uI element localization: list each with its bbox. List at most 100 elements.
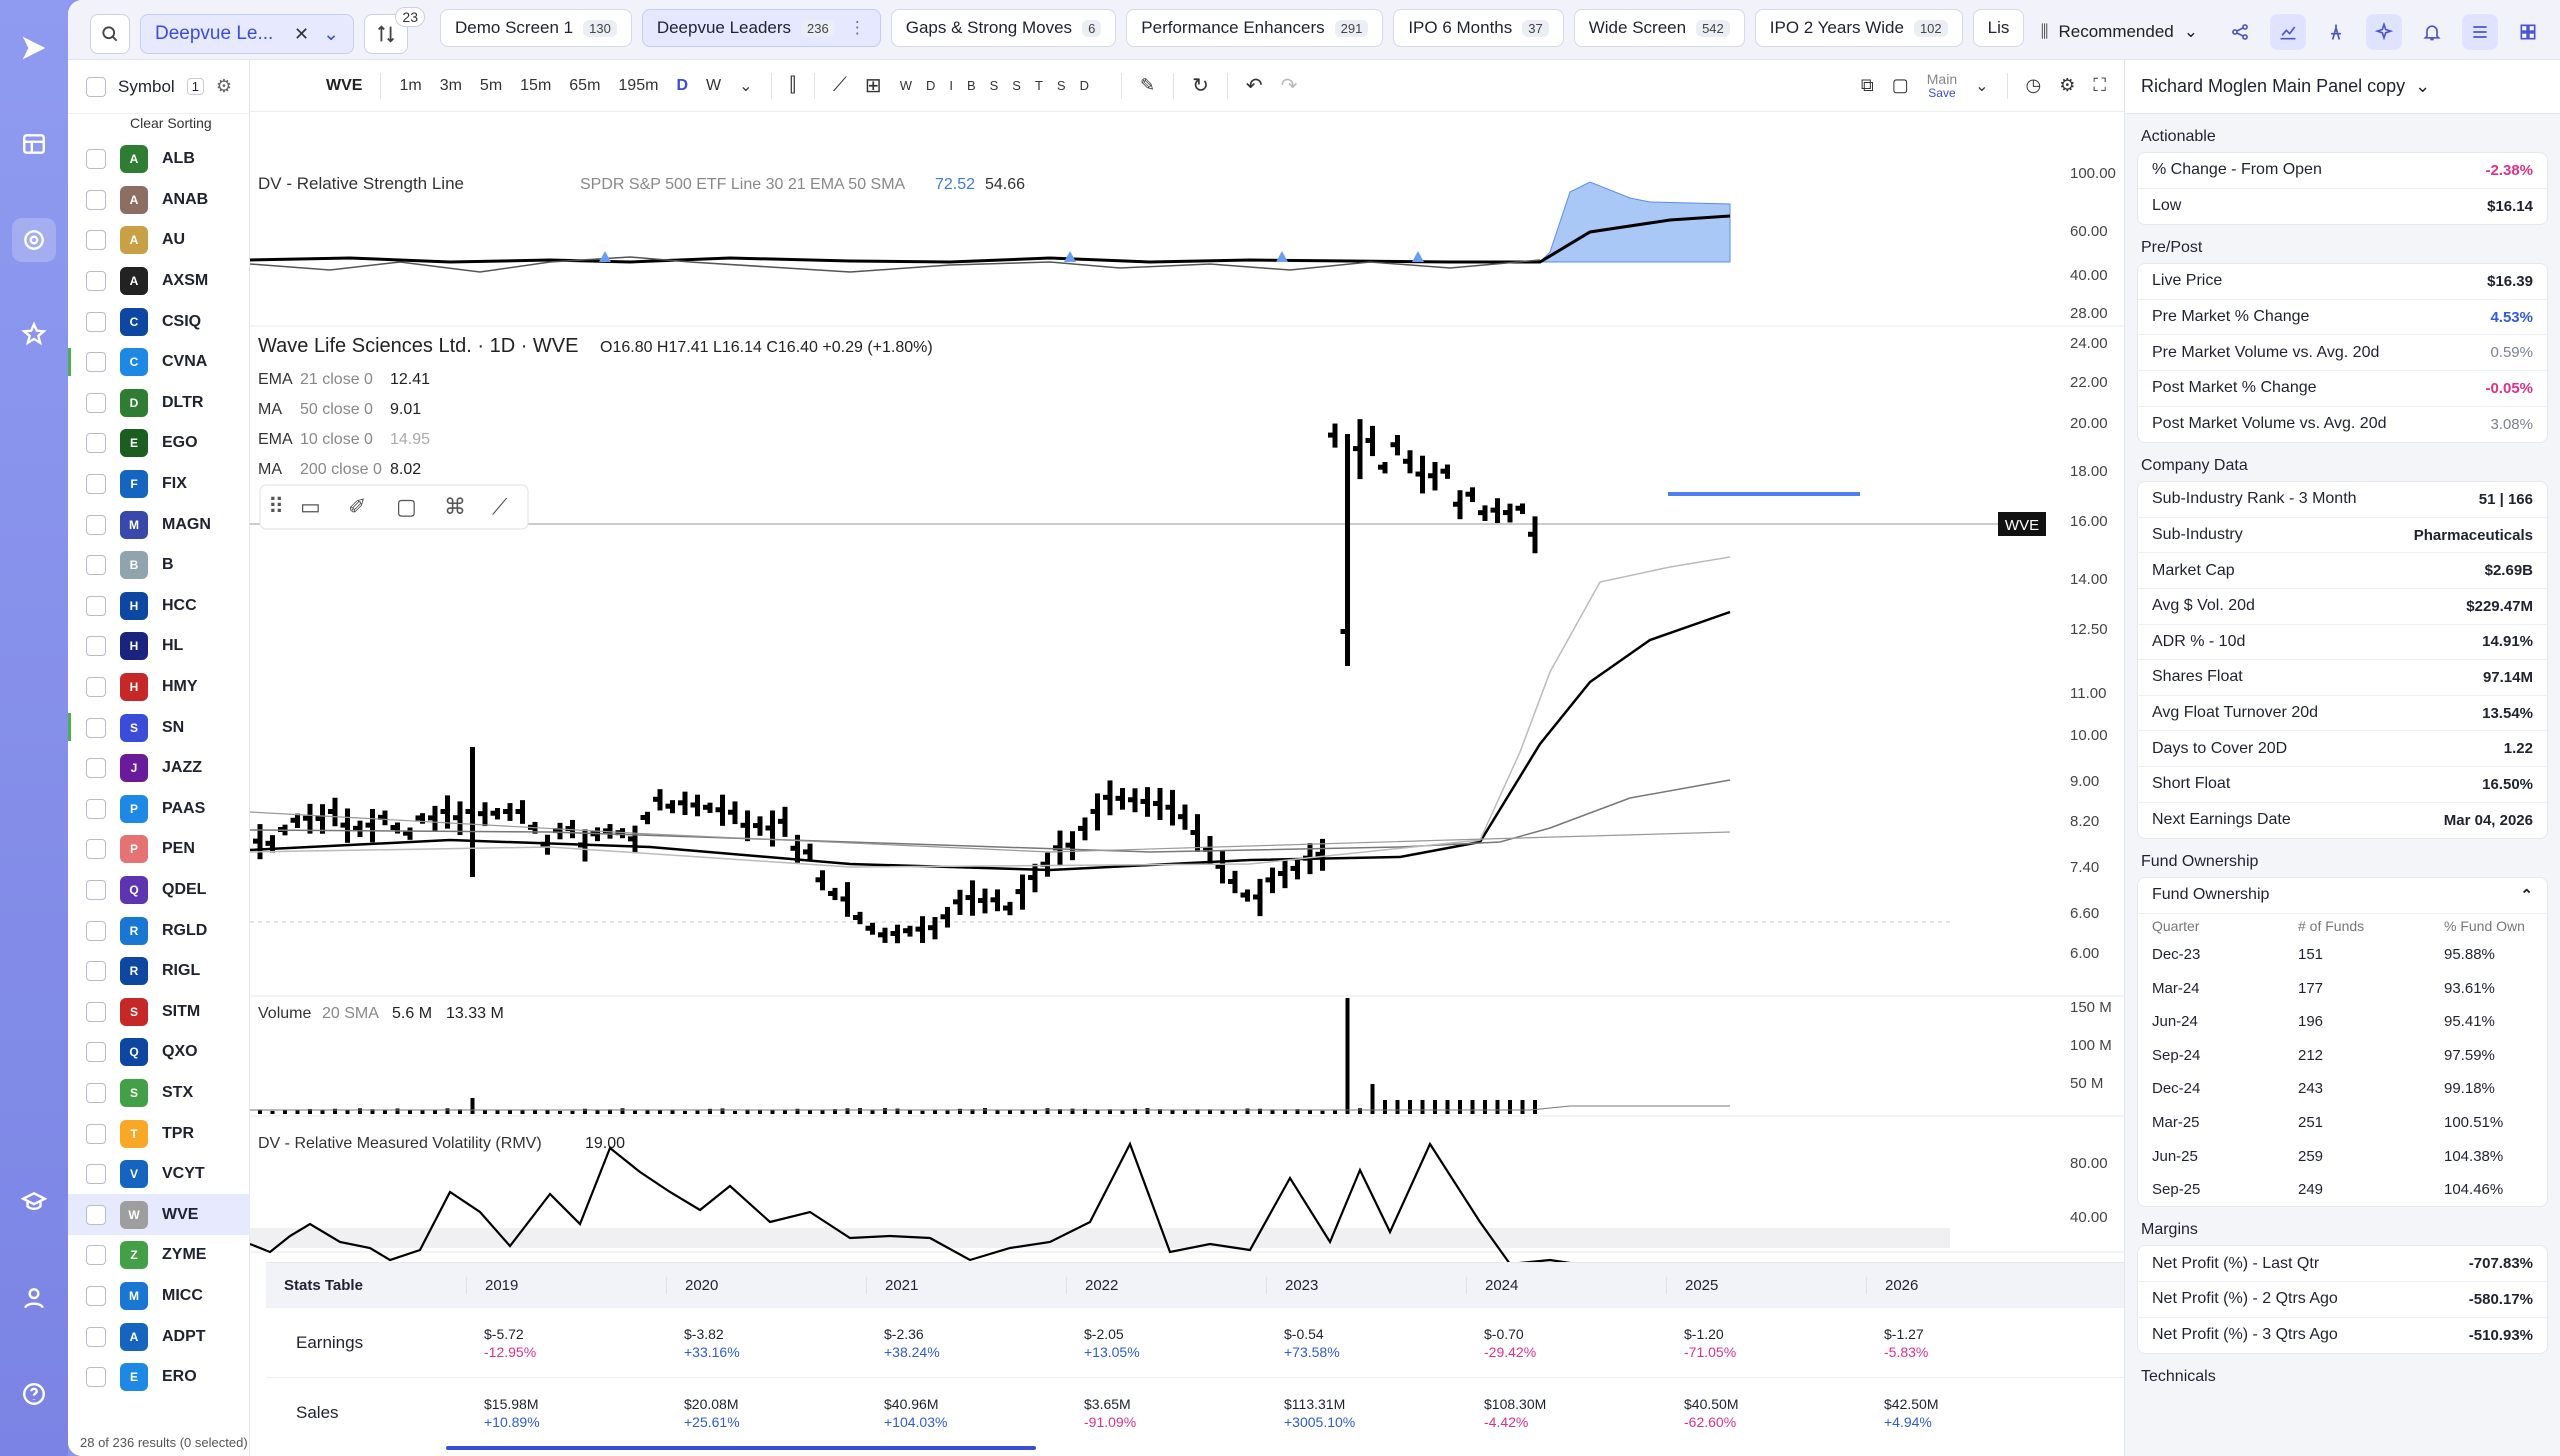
row-checkbox[interactable] (86, 271, 106, 292)
interval-15m[interactable]: 15m (520, 76, 552, 94)
row-checkbox[interactable] (86, 189, 106, 210)
select-all-checkbox[interactable] (86, 76, 106, 97)
watchlist-row[interactable]: W WVE (68, 1194, 250, 1236)
gear-icon[interactable]: ⚙ (215, 76, 233, 96)
indicators-icon[interactable]: ⟋ (832, 74, 847, 96)
row-checkbox[interactable] (86, 879, 106, 900)
trendline-tool-icon[interactable]: ⟋ (492, 494, 508, 519)
watchlist-row[interactable]: J JAZZ (68, 748, 250, 789)
row-checkbox[interactable] (86, 1123, 106, 1144)
watchlist-row[interactable]: C CVNA (68, 342, 250, 383)
alerts-button[interactable] (2414, 14, 2450, 50)
drag-handle-icon[interactable]: ⠿ (268, 494, 284, 519)
chevron-down-icon[interactable]: ⌄ (1975, 77, 1989, 95)
pencil-icon[interactable]: ✎ (1139, 75, 1156, 95)
row-checkbox[interactable] (86, 920, 106, 941)
settings-icon[interactable]: ⚙ (2059, 75, 2076, 95)
drawing-button[interactable] (2318, 14, 2354, 50)
panel-row[interactable]: Next Earnings Date Mar 04, 2026 (2138, 803, 2547, 839)
row-checkbox[interactable] (86, 1285, 106, 1306)
watchlist-row[interactable]: S SN (68, 707, 250, 748)
panel-row[interactable]: Net Profit (%) - Last Qtr -707.83% (2138, 1246, 2547, 1283)
list-view-button[interactable] (2462, 14, 2498, 50)
watchlist-row[interactable]: H HCC (68, 586, 250, 627)
interval-3m[interactable]: 3m (439, 76, 462, 94)
interval-195m[interactable]: 195m (618, 76, 659, 94)
tab-2[interactable]: Gaps & Strong Moves 6 (890, 9, 1117, 47)
panel-row[interactable]: Low $16.14 (2138, 189, 2547, 225)
grid-view-button[interactable] (2510, 14, 2546, 50)
watchlist-row[interactable]: E EGO (68, 423, 250, 464)
alert-clock-icon[interactable]: ◷ (2025, 75, 2042, 95)
watchlist-row[interactable]: A ADPT (68, 1316, 250, 1357)
row-checkbox[interactable] (86, 1001, 106, 1022)
row-checkbox[interactable] (86, 1164, 106, 1185)
watchlist-row[interactable]: P PAAS (68, 789, 250, 830)
watchlist-row[interactable]: A ANAB (68, 180, 250, 221)
comment-tool-icon[interactable]: ▢ (396, 494, 417, 519)
folder-icon[interactable]: ▢ (1891, 75, 1909, 95)
interval-D[interactable]: D (676, 76, 688, 94)
watchlist-row[interactable]: R RIGL (68, 951, 250, 992)
row-checkbox[interactable] (86, 839, 106, 860)
panel-row[interactable]: Avg $ Vol. 20d $229.47M (2138, 589, 2547, 625)
row-checkbox[interactable] (86, 474, 106, 495)
education-icon[interactable] (12, 1180, 56, 1224)
redo-icon[interactable]: ↷ (1280, 75, 1298, 97)
search-button[interactable] (90, 14, 130, 54)
chart-symbol[interactable]: WVE (326, 76, 363, 94)
watchlist-row[interactable]: H HMY (68, 667, 250, 708)
fund-subheader[interactable]: Fund Ownership ⌃ (2138, 878, 2547, 914)
chevron-down-icon[interactable]: ⌄ (739, 77, 753, 95)
watchlist-row[interactable]: Q QDEL (68, 870, 250, 911)
watchlist-row[interactable]: M MAGN (68, 504, 250, 545)
charts-icon[interactable] (12, 218, 56, 262)
bar-style-icon[interactable]: ⫿ (789, 74, 796, 96)
interval-1m[interactable]: 1m (399, 76, 422, 94)
panel-row[interactable]: Net Profit (%) - 2 Qtrs Ago -580.17% (2138, 1282, 2547, 1318)
panel-header[interactable]: Richard Moglen Main Panel copy ⌄ (2125, 60, 2560, 114)
row-checkbox[interactable] (86, 961, 106, 982)
row-checkbox[interactable] (86, 595, 106, 616)
watchlist-row[interactable]: S SITM (68, 991, 250, 1032)
row-checkbox[interactable] (86, 149, 106, 170)
refresh-icon[interactable]: ↻ (1192, 75, 1209, 97)
watchlist-row[interactable]: E ERO (68, 1357, 250, 1398)
watchlist-row[interactable]: C CSIQ (68, 301, 250, 342)
row-checkbox[interactable] (86, 433, 106, 454)
row-checkbox[interactable] (86, 677, 106, 698)
watchlist-row[interactable]: M MICC (68, 1276, 250, 1317)
symbol-column-header[interactable]: Symbol (118, 76, 175, 96)
profile-icon[interactable] (12, 1276, 56, 1320)
panel-row[interactable]: Net Profit (%) - 3 Qtrs Ago -510.93% (2138, 1318, 2547, 1354)
panel-row[interactable]: Pre Market % Change 4.53% (2138, 300, 2547, 336)
watchlist-row[interactable]: A AXSM (68, 261, 250, 302)
row-checkbox[interactable] (86, 636, 106, 657)
recommended-dropdown[interactable]: ⫼ Recommended ⌄ (2029, 22, 2210, 42)
row-checkbox[interactable] (86, 1204, 106, 1225)
clear-sorting-link[interactable]: Clear Sorting (130, 115, 212, 131)
row-checkbox[interactable] (86, 230, 106, 251)
tab-1[interactable]: Deepvue Leaders 236 ⋮ (641, 9, 881, 47)
tab-4[interactable]: IPO 6 Months 37 (1393, 9, 1564, 47)
tab-5[interactable]: Wide Screen 542 (1573, 9, 1745, 47)
watchlist-row[interactable]: F FIX (68, 464, 250, 505)
watchlist-row[interactable]: T TPR (68, 1113, 250, 1154)
fib-tool-icon[interactable]: ⌘ (444, 494, 466, 519)
template-icon[interactable]: ⧉ (1860, 75, 1874, 95)
tab-6[interactable]: IPO 2 Years Wide 102 (1754, 9, 1963, 47)
panel-row[interactable]: Pre Market Volume vs. Avg. 20d 0.59% (2138, 335, 2547, 371)
row-checkbox[interactable] (86, 1367, 106, 1388)
watchlist-row[interactable]: V VCYT (68, 1154, 250, 1195)
interval-65m[interactable]: 65m (569, 76, 601, 94)
interval-W[interactable]: W (706, 76, 722, 94)
watchlist-row[interactable]: R RGLD (68, 910, 250, 951)
help-icon[interactable] (12, 1372, 56, 1416)
watchlist-row[interactable]: Z ZYME (68, 1235, 250, 1276)
panel-row[interactable]: Sub-Industry Pharmaceuticals (2138, 518, 2547, 554)
dashboard-icon[interactable] (12, 122, 56, 166)
watchlist-row[interactable]: P PEN (68, 829, 250, 870)
watchlist-row[interactable]: A AU (68, 220, 250, 261)
panel-row[interactable]: Post Market Volume vs. Avg. 20d 3.08% (2138, 407, 2547, 443)
